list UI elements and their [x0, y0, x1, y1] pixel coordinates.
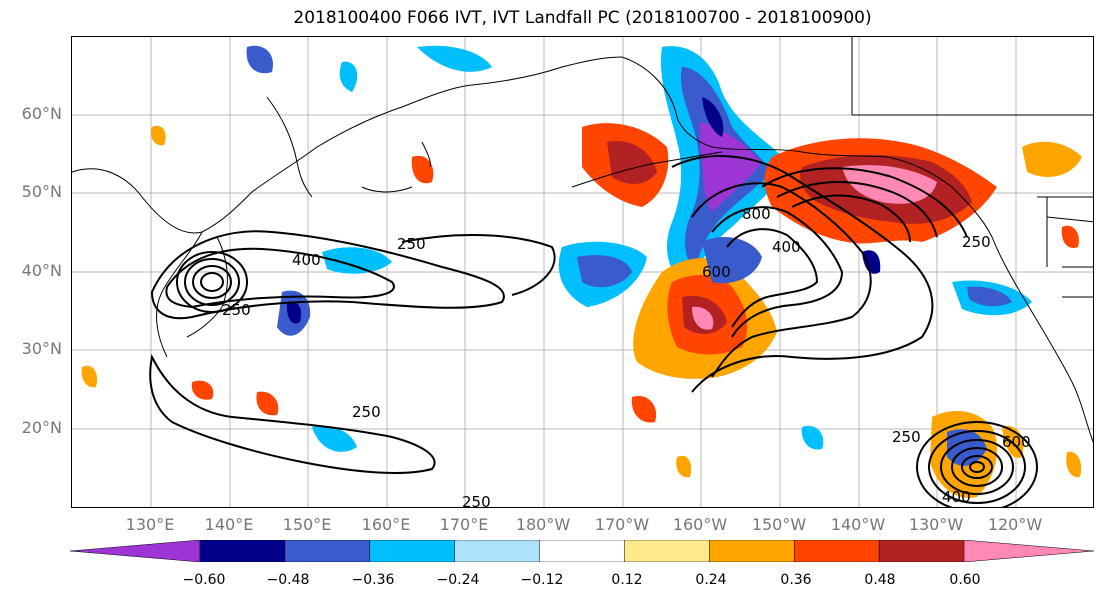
colorbar-tick: −0.24	[436, 572, 480, 588]
lon-label: 140°W	[830, 515, 886, 534]
colorbar-segment	[369, 540, 456, 562]
colorbar-segment	[199, 540, 286, 562]
lon-label: 130°W	[908, 515, 964, 534]
lon-label: 180°W	[515, 515, 571, 534]
colorbar-tick: 0.12	[611, 572, 643, 588]
colorbar-segment	[793, 540, 880, 562]
colorbar-segment	[70, 540, 201, 562]
colorbar-segment	[539, 540, 626, 562]
lon-label: 170°E	[439, 515, 489, 534]
colorbar-tick: −0.60	[182, 572, 226, 588]
lon-label: 160°W	[672, 515, 728, 534]
contour-label: 250	[962, 233, 991, 251]
colorbar-segment	[963, 540, 1094, 562]
contour-label: 250	[397, 235, 426, 253]
contour-label: 600	[1002, 433, 1031, 451]
contour-label: 800	[742, 205, 771, 223]
colorbar-tick: −0.36	[351, 572, 395, 588]
lat-label: 50°N	[21, 182, 62, 201]
contour-label: 250	[892, 428, 921, 446]
contour-label: 250	[222, 301, 251, 319]
lon-label: 140°E	[204, 515, 254, 534]
lon-label: 160°E	[361, 515, 411, 534]
colorbar-tick: −0.12	[520, 572, 564, 588]
colorbar-tick: 0.60	[949, 572, 981, 588]
colorbar	[70, 540, 1094, 562]
colorbar-segment	[454, 540, 541, 562]
lon-label: 150°W	[751, 515, 807, 534]
coastlines	[72, 37, 1093, 444]
colorbar-segment	[624, 540, 711, 562]
lat-label: 20°N	[21, 418, 62, 437]
colorbar-segment	[878, 540, 965, 562]
map-canvas: 250 400 250 250 800 400 250 600 250 400 …	[72, 37, 1093, 508]
lat-label: 40°N	[21, 261, 62, 280]
contour-label: 400	[772, 238, 801, 256]
map-title: 2018100400 F066 IVT, IVT Landfall PC (20…	[293, 8, 872, 28]
lon-label: 120°W	[987, 515, 1043, 534]
colorbar-tick: −0.48	[266, 572, 310, 588]
contour-label: 400	[942, 488, 971, 506]
lon-label: 170°W	[594, 515, 650, 534]
lon-label: 150°E	[282, 515, 332, 534]
contour-label: 400	[292, 251, 321, 269]
map-panel: 250 400 250 250 800 400 250 600 250 400 …	[71, 36, 1094, 508]
colorbar-segment	[284, 540, 371, 562]
ivt-contours	[149, 155, 1038, 507]
colorbar-segment	[709, 540, 795, 562]
contour-labels: 250 400 250 250 800 400 250 600 250 400 …	[222, 205, 1031, 508]
colorbar-tick: 0.48	[864, 572, 896, 588]
contour-label: 600	[702, 263, 731, 281]
contour-label: 250	[462, 493, 491, 508]
lon-label: 130°E	[125, 515, 175, 534]
lat-label: 30°N	[21, 339, 62, 358]
colorbar-tick: 0.24	[695, 572, 727, 588]
colorbar-tick: 0.36	[780, 572, 812, 588]
contour-label: 250	[352, 403, 381, 421]
lat-label: 60°N	[21, 104, 62, 123]
